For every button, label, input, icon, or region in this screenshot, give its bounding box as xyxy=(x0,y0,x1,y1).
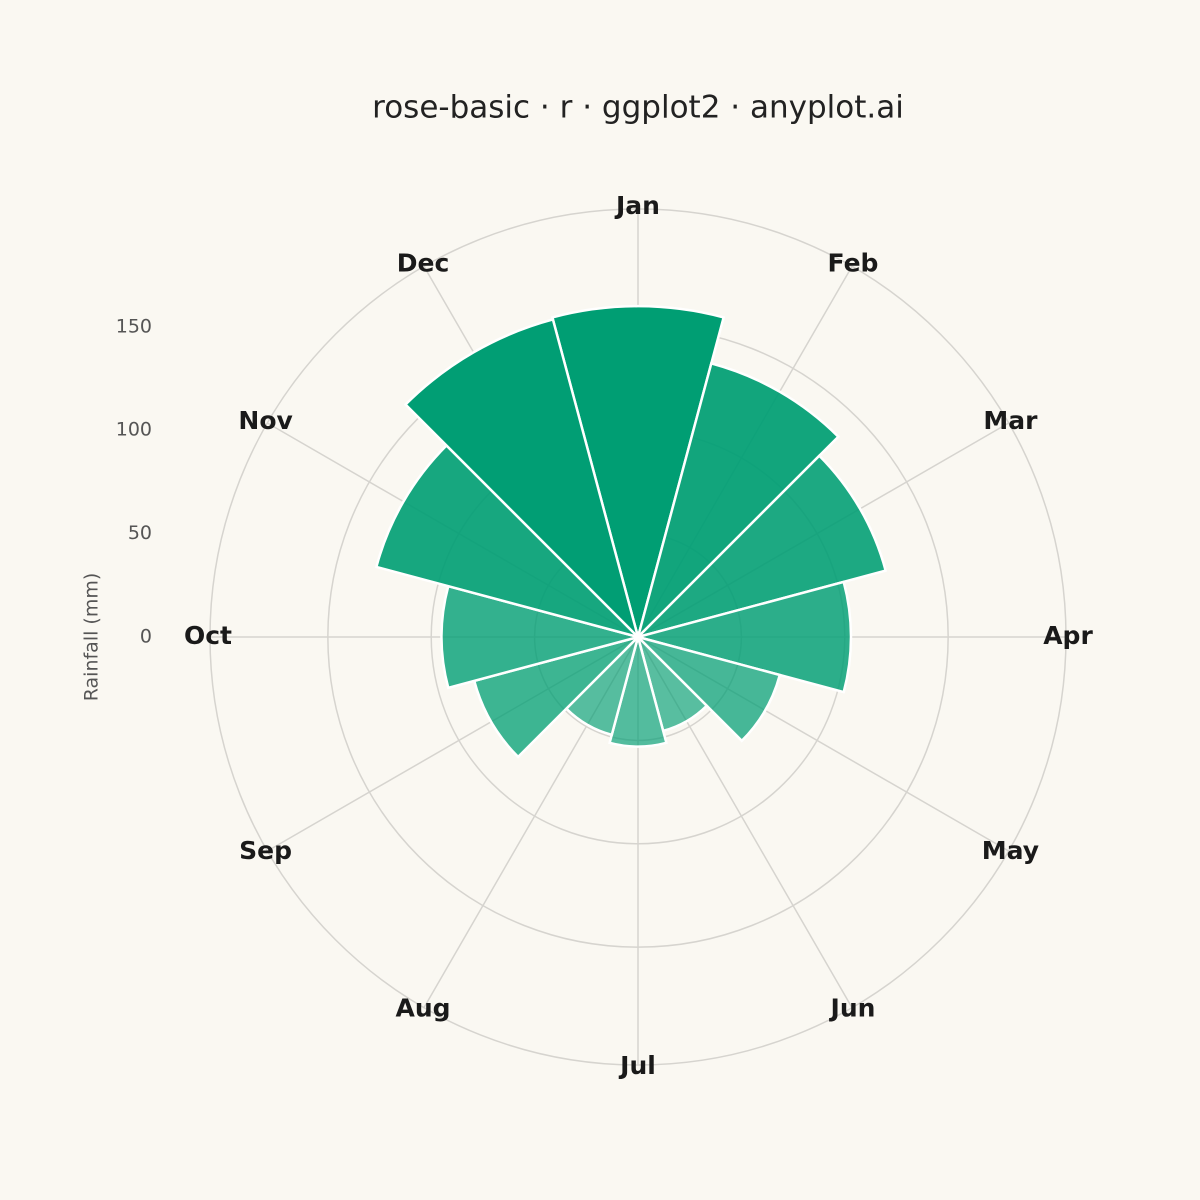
rose-wedge xyxy=(633,580,853,694)
category-label: Feb xyxy=(828,249,879,278)
category-label: Oct xyxy=(184,621,232,650)
category-label: Jul xyxy=(618,1051,656,1080)
category-label: May xyxy=(982,836,1039,865)
y-tick-label: 0 xyxy=(140,626,152,648)
y-axis-title: Rainfall (mm) xyxy=(81,573,103,702)
chart-title: rose-basic · r · ggplot2 · anyplot.ai xyxy=(372,90,904,126)
category-label: Dec xyxy=(397,249,450,278)
category-label: Aug xyxy=(395,993,450,1022)
y-tick-label: 150 xyxy=(116,315,152,337)
category-label: Nov xyxy=(238,406,292,435)
y-tick-label: 50 xyxy=(128,522,152,544)
category-label: Jun xyxy=(829,993,876,1022)
rose-wedge xyxy=(633,453,888,640)
y-tick-label: 100 xyxy=(116,419,152,441)
rose-wedge xyxy=(633,634,782,743)
category-label: Apr xyxy=(1043,621,1093,650)
category-label: Mar xyxy=(983,406,1038,435)
category-label: Sep xyxy=(239,836,292,865)
rose-wedge xyxy=(403,317,641,642)
rose-wedge xyxy=(635,361,841,642)
rose-wedge xyxy=(472,634,643,759)
rose-wedge xyxy=(374,443,643,640)
rose-wedge xyxy=(608,632,668,748)
rose-wedge xyxy=(550,304,726,642)
rose-wedge xyxy=(440,584,643,690)
category-label: Jan xyxy=(614,191,660,220)
